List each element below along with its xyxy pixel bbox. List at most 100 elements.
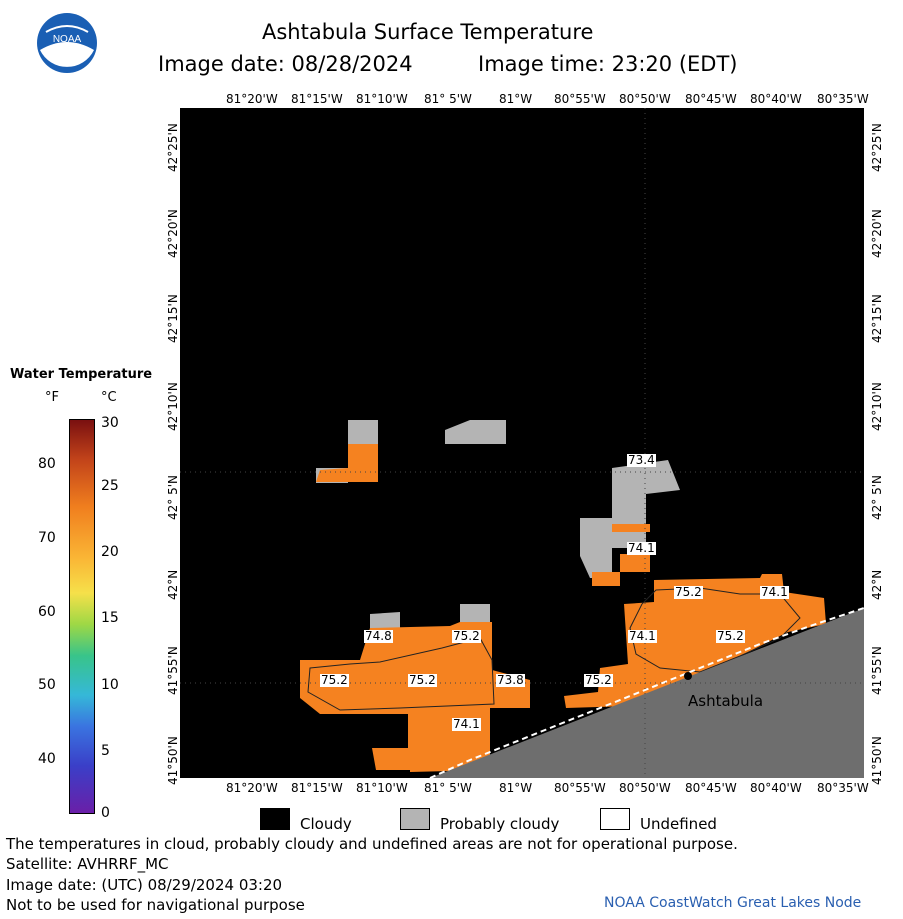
colorbar-c-tick: 20	[101, 544, 119, 560]
colorbar-c-tick: 0	[101, 805, 110, 821]
bottom-lon-label: 80°45'W	[685, 781, 737, 795]
bottom-lon-label: 81°10'W	[356, 781, 408, 795]
probably-cloudy-area	[370, 612, 400, 628]
bottom-lon-label: 80°35'W	[817, 781, 869, 795]
water-temperature-area	[612, 524, 650, 532]
legend-undefined-swatch	[600, 808, 630, 830]
left-lat-label: 42°N	[166, 569, 180, 600]
right-lat-label: 41°50'N	[870, 736, 884, 785]
probably-cloudy-area	[445, 420, 506, 444]
disclaimer: The temperatures in cloud, probably clou…	[6, 835, 738, 853]
navigation-warning: Not to be used for navigational purpose	[6, 896, 305, 914]
legend-probably-cloudy-swatch	[400, 808, 430, 830]
water-temperature-area	[564, 574, 826, 708]
contour-line	[629, 587, 801, 673]
water-temperature-area	[300, 622, 530, 772]
credit-link[interactable]: NOAA CoastWatch Great Lakes Node	[604, 895, 862, 911]
probably-cloudy-area	[460, 604, 490, 622]
top-lon-label: 80°55'W	[554, 92, 606, 106]
right-lat-label: 42°10'N	[870, 382, 884, 431]
contour-label: 75.2	[320, 673, 349, 687]
place-label-ashtabula: Ashtabula	[688, 692, 764, 710]
top-lon-label: 80°35'W	[817, 92, 869, 106]
legend-cloudy-swatch	[260, 808, 290, 830]
top-lon-label: 80°45'W	[685, 92, 737, 106]
graticule	[180, 108, 864, 778]
contour-label: 73.8	[496, 673, 525, 687]
probably-cloudy-area	[612, 460, 680, 494]
top-lon-label: 80°50'W	[619, 92, 671, 106]
colorbar-f-tick: 50	[38, 677, 56, 693]
right-lat-label: 41°55'N	[870, 646, 884, 695]
contour-label: 75.2	[452, 629, 481, 643]
left-lat-label: 42°25'N	[166, 123, 180, 172]
noaa-logo: NOAA	[36, 12, 98, 74]
ashtabula-marker	[684, 672, 692, 680]
probably-cloudy-area	[348, 420, 378, 444]
colorbar-f-tick: 70	[38, 530, 56, 546]
bottom-lon-label: 81° 5'W	[424, 781, 472, 795]
legend-undefined-label: Undefined	[640, 815, 717, 833]
colorbar-c-tick: 10	[101, 677, 119, 693]
top-lon-label: 80°40'W	[750, 92, 802, 106]
top-lon-label: 81°15'W	[291, 92, 343, 106]
contour-label: 74.1	[760, 585, 789, 599]
colorbar-unit-f: °F	[45, 390, 59, 405]
probably-cloudy-area	[580, 518, 612, 578]
colorbar-title: Water Temperature	[10, 367, 153, 382]
top-lon-label: 81° 5'W	[424, 92, 472, 106]
water-temperature-area	[592, 572, 620, 586]
contour-label: 75.2	[408, 673, 437, 687]
legend-cloudy-label: Cloudy	[300, 815, 352, 833]
left-lat-label: 42°15'N	[166, 294, 180, 343]
top-lon-label: 81°10'W	[356, 92, 408, 106]
right-lat-label: 42° 5'N	[870, 475, 884, 520]
contour-label: 73.4	[627, 453, 656, 467]
colorbar-c-tick: 5	[101, 743, 110, 759]
svg-text:NOAA: NOAA	[53, 34, 82, 45]
right-lat-label: 42°20'N	[870, 209, 884, 258]
contour-label: 74.1	[452, 717, 481, 731]
right-lat-label: 42°25'N	[870, 123, 884, 172]
colorbar-f-tick: 80	[38, 456, 56, 472]
water-temperature-area	[620, 554, 650, 572]
left-lat-label: 42°20'N	[166, 209, 180, 258]
colorbar-f-tick: 40	[38, 751, 56, 767]
noaa-logo-icon: NOAA	[37, 13, 97, 73]
contour-label: 74.1	[627, 541, 656, 555]
bottom-lon-label: 81°20'W	[226, 781, 278, 795]
image-date: Image date: 08/28/2024	[158, 52, 413, 76]
left-lat-label: 41°55'N	[166, 646, 180, 695]
left-lat-label: 41°50'N	[166, 736, 180, 785]
top-lon-label: 81°20'W	[226, 92, 278, 106]
water-temperature-area	[316, 444, 378, 482]
satellite-info: Satellite: AVHRRF_MC	[6, 855, 169, 873]
colorbar	[69, 419, 95, 814]
image-time: Image time: 23:20 (EDT)	[478, 52, 738, 76]
bottom-lon-label: 80°50'W	[619, 781, 671, 795]
top-lon-label: 81°W	[499, 92, 533, 106]
shoreline	[429, 607, 865, 779]
contour-label: 75.2	[674, 585, 703, 599]
right-lat-label: 42°N	[870, 569, 884, 600]
land-area	[430, 608, 864, 778]
colorbar-c-tick: 30	[101, 415, 119, 431]
contour-label: 75.2	[584, 673, 613, 687]
probably-cloudy-area	[612, 494, 646, 548]
contour-label: 75.2	[716, 629, 745, 643]
left-lat-label: 42°10'N	[166, 382, 180, 431]
left-lat-label: 42° 5'N	[166, 475, 180, 520]
bottom-lon-label: 80°40'W	[750, 781, 802, 795]
bottom-lon-label: 81°W	[499, 781, 533, 795]
right-lat-label: 42°15'N	[870, 294, 884, 343]
utc-image-date: Image date: (UTC) 08/29/2024 03:20	[6, 876, 283, 894]
bottom-lon-label: 80°55'W	[554, 781, 606, 795]
colorbar-c-tick: 15	[101, 610, 119, 626]
colorbar-f-tick: 60	[38, 604, 56, 620]
contour-label: 74.1	[628, 629, 657, 643]
legend-probably-cloudy-label: Probably cloudy	[440, 815, 560, 833]
colorbar-c-tick: 25	[101, 478, 119, 494]
contour-label: 74.8	[364, 629, 393, 643]
bottom-lon-label: 81°15'W	[291, 781, 343, 795]
temperature-map: 73.4 74.1 75.2 74.1 74.1 75.2 74.8 75.2 …	[180, 108, 865, 779]
